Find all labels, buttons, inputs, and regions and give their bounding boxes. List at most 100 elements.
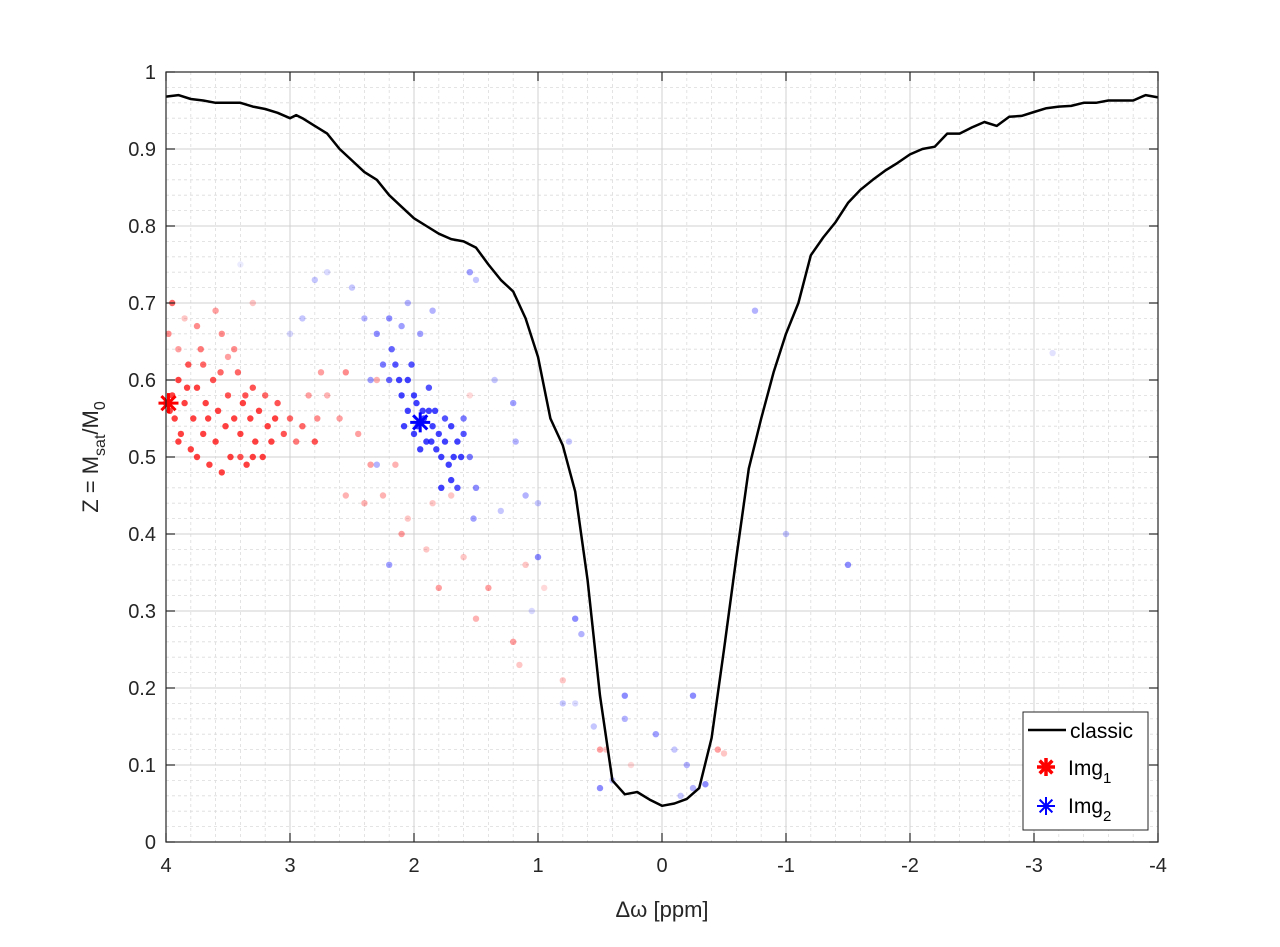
img2-point — [423, 438, 430, 445]
img1-point — [324, 392, 331, 399]
img2-point — [324, 269, 331, 276]
legend-label-img1: Img1 — [1068, 757, 1111, 787]
img2-point — [596, 784, 604, 792]
img1-point — [204, 415, 212, 422]
img1-point — [342, 369, 349, 376]
img2-point — [677, 792, 684, 799]
img1-point — [448, 492, 455, 499]
img2-point — [386, 315, 393, 322]
img1-point — [541, 584, 548, 592]
img1-point — [200, 361, 207, 368]
img1-point — [429, 500, 436, 507]
classic-curve — [165, 93, 1159, 808]
img1-point — [305, 392, 312, 399]
img2-point — [395, 376, 403, 384]
img2-point — [454, 438, 461, 445]
img2-point — [457, 453, 465, 461]
img1-point — [212, 307, 219, 314]
img1-point — [460, 553, 467, 561]
img1-point — [392, 461, 399, 468]
img1-point — [247, 415, 254, 422]
img2-point — [578, 630, 585, 638]
x-tick-label: 4 — [160, 855, 171, 877]
img1-point — [314, 415, 321, 422]
img1-point — [222, 423, 229, 430]
img1-point — [197, 346, 204, 353]
img2-point — [388, 346, 395, 353]
y-tick-label: 0.8 — [128, 216, 156, 238]
img2-point — [410, 430, 418, 438]
img1-point — [274, 399, 281, 407]
img2-point — [565, 438, 573, 445]
y-label-mid: /M — [78, 410, 103, 434]
img1-point — [271, 415, 279, 422]
img1-point — [311, 438, 318, 445]
img1-point — [252, 438, 259, 445]
img1-point — [193, 453, 201, 461]
legend-img1-text: Img — [1068, 757, 1103, 780]
img1-point — [200, 430, 207, 438]
img2-point — [448, 423, 455, 430]
img1-point — [234, 369, 242, 376]
img2-point — [398, 392, 405, 399]
img1-point — [720, 750, 728, 757]
img2-point — [429, 307, 436, 314]
star-stroke — [1038, 798, 1054, 814]
img1-point — [206, 461, 213, 468]
img1-point — [231, 346, 238, 353]
img1-point — [627, 761, 635, 769]
img2-point — [438, 453, 445, 461]
y-tick-label: 0.3 — [128, 601, 156, 623]
img1-point — [175, 376, 182, 384]
img2-point — [404, 407, 411, 414]
img2-point — [445, 461, 452, 468]
img2-point — [431, 407, 439, 414]
legend-label-img2: Img2 — [1068, 795, 1111, 825]
img2-point — [1049, 349, 1056, 357]
y-tick-label: 1 — [145, 62, 156, 84]
img1-point — [187, 446, 194, 453]
y-tick-label: 0.1 — [128, 755, 156, 777]
img1-point — [217, 369, 224, 376]
img2-point — [361, 315, 368, 322]
img2-point — [425, 384, 433, 391]
legend-img2-text: Img — [1068, 795, 1103, 818]
img1-point — [522, 561, 529, 568]
img2-point — [466, 453, 473, 461]
img2-point — [408, 361, 415, 368]
img2-point — [621, 692, 628, 699]
centroid-markers — [158, 393, 431, 433]
img2-point — [428, 438, 435, 445]
y-tick-label: 0.5 — [128, 447, 156, 469]
img2-point — [572, 615, 579, 622]
img1-point — [379, 492, 387, 499]
img2-point — [435, 430, 442, 438]
y-axis-label: Z = Msat/M0 — [78, 401, 109, 513]
img1-point — [342, 492, 349, 499]
img1-point — [212, 438, 219, 445]
img1-point — [181, 399, 188, 407]
img2-point — [671, 746, 678, 753]
img2-point — [398, 322, 405, 330]
img1-point — [714, 746, 721, 753]
img2-point — [299, 315, 306, 322]
img1-point — [596, 746, 604, 753]
img1-point — [224, 392, 232, 399]
img2-point — [559, 700, 566, 707]
y-label-sub2: 0 — [92, 401, 109, 410]
y-label-main: Z = M — [78, 456, 103, 513]
img2-point — [400, 423, 408, 430]
img1-point — [237, 453, 244, 461]
img2-point — [410, 392, 418, 399]
x-tick-label: -1 — [777, 855, 795, 877]
img2-point — [466, 269, 473, 276]
legend: classic Img1 Img2 — [1022, 711, 1149, 831]
img2-point — [348, 284, 356, 291]
img1-point — [243, 461, 250, 468]
legend-star-img1 — [1037, 758, 1055, 776]
img1-point — [361, 500, 368, 507]
img2-point — [404, 376, 411, 384]
img2-point — [683, 761, 690, 769]
y-tick-label: 0.4 — [128, 524, 156, 546]
img2-point — [472, 276, 480, 284]
